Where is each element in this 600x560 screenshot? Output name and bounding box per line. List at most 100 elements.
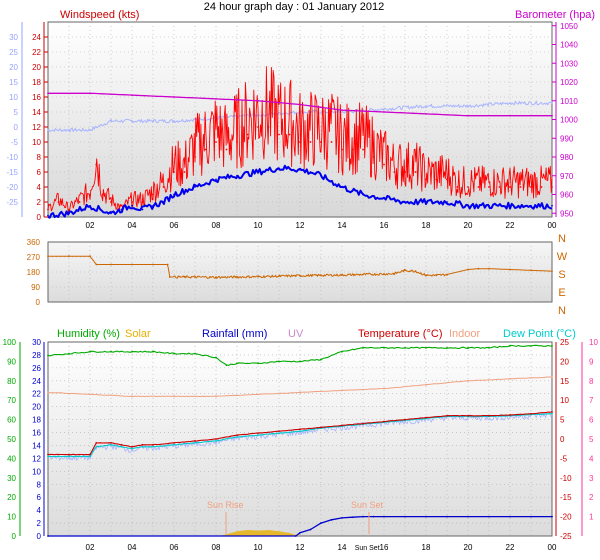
rainfall-point <box>372 515 375 518</box>
temperature-point <box>404 418 406 421</box>
outdoor-temp-point <box>47 129 49 131</box>
gust-average-point <box>257 171 259 173</box>
temperature-tick-label: 20 <box>560 357 569 366</box>
temperature-tick-label: 10 <box>560 396 569 405</box>
gust-average-point <box>236 174 238 177</box>
dew-point-point <box>95 445 98 448</box>
barometer-point <box>425 112 427 115</box>
barometer-point <box>383 111 385 113</box>
sun-set-label: Sun Set <box>351 500 384 510</box>
wind-direction-point <box>183 276 186 278</box>
gust-average-point <box>162 201 165 203</box>
wind-direction-point <box>110 263 112 266</box>
wind-direction-point <box>47 255 49 258</box>
compass-label: N <box>558 305 566 317</box>
windspeed-tick-label: 24 <box>32 33 41 42</box>
indoor-temperature-point <box>173 395 175 398</box>
gust-average-point <box>530 204 532 207</box>
windspeed-point <box>101 193 104 196</box>
gust-average-point <box>341 186 343 188</box>
rainfall-point <box>383 515 385 518</box>
rainfall-tick-label: 30 <box>32 338 41 347</box>
top-x-tick-label: 16 <box>380 221 389 230</box>
barometer-point <box>467 114 469 117</box>
temperature-point <box>131 445 133 448</box>
rainfall-point <box>404 515 406 518</box>
top-x-tick-label: 18 <box>422 221 431 230</box>
temp-outer-tick-label: 15 <box>9 78 18 87</box>
rainfall-tick-label: 10 <box>32 467 41 476</box>
windspeed-point <box>299 141 301 143</box>
windspeed-tick-label: 20 <box>32 63 41 72</box>
uv-tick-label: 1 <box>589 513 594 522</box>
uv-tick-label: 9 <box>589 357 594 366</box>
temperature-point <box>467 414 469 417</box>
humidity-tick-label: 20 <box>7 493 16 502</box>
wind-direction-point <box>131 263 133 266</box>
barometer-tick-label: 1050 <box>560 22 578 31</box>
humidity-point <box>509 344 511 347</box>
temperature-point <box>530 412 532 415</box>
outdoor-temp-point <box>68 129 70 131</box>
gust-average-point <box>120 208 123 211</box>
temperature-point <box>320 426 322 429</box>
humidity-point <box>425 346 427 349</box>
barometer-axis-title: Barometer (hpa) <box>515 9 595 21</box>
barometer-tick-label: 1010 <box>560 97 578 106</box>
compass-label: E <box>558 287 565 299</box>
humidity-point <box>257 362 259 365</box>
windspeed-axis-title: Windspeed (kts) <box>60 9 139 21</box>
rainfall-point <box>294 535 297 537</box>
wind-direction-point <box>509 268 511 271</box>
wind-direction-point <box>467 268 469 271</box>
humidity-point <box>173 352 175 355</box>
gust-average-point <box>215 178 217 181</box>
temperature-point <box>95 441 98 444</box>
top-x-tick-label: 08 <box>212 221 221 230</box>
uv-tick-label: 8 <box>589 377 594 386</box>
windspeed-point <box>362 148 364 151</box>
indoor-temperature-point <box>383 387 385 390</box>
barometer-tick-label: 960 <box>560 191 574 200</box>
temperature-point <box>215 438 217 440</box>
wind-direction-tick-label: 180 <box>27 268 41 277</box>
windspeed-point <box>404 171 406 173</box>
windspeed-point <box>78 201 81 203</box>
wind-direction-point <box>383 273 385 275</box>
indoor-temperature-point <box>47 391 49 394</box>
humidity-point <box>278 360 280 363</box>
windspeed-point <box>425 178 427 181</box>
gust-average-point <box>446 201 448 203</box>
gust-average-point <box>152 204 154 207</box>
barometer-point <box>215 97 217 100</box>
windspeed-point <box>267 126 270 128</box>
wind-direction-point <box>393 272 396 275</box>
outdoor-temp-point <box>173 120 175 122</box>
indoor-temperature-point <box>341 389 343 392</box>
windspeed-point <box>540 186 543 188</box>
gust-average-point <box>362 193 364 196</box>
temperature-point <box>257 432 259 435</box>
windspeed-tick-label: 8 <box>37 153 42 162</box>
windspeed-point <box>236 141 238 143</box>
rainfall-point <box>509 515 511 518</box>
uv-tick-label: 4 <box>589 454 594 463</box>
windspeed-tick-label: 0 <box>37 213 42 222</box>
uv-tick-label: 5 <box>589 435 594 444</box>
windspeed-tick-label: 4 <box>37 183 42 192</box>
dew-point-point <box>236 436 238 438</box>
barometer-point <box>257 99 259 102</box>
indoor-temperature-point <box>89 393 91 396</box>
humidity-point <box>215 356 217 359</box>
gust-average-point <box>320 174 322 177</box>
humidity-point <box>341 350 343 353</box>
grid-layer <box>48 22 552 536</box>
rainfall-point <box>362 515 364 518</box>
wind-direction-point <box>530 269 532 272</box>
wind-direction-point <box>215 276 217 279</box>
humidity-point <box>488 346 490 349</box>
windspeed-point <box>467 186 469 188</box>
windspeed-point <box>47 208 49 211</box>
temperature-point <box>488 414 490 417</box>
rainfall-tick-label: 18 <box>32 416 41 425</box>
